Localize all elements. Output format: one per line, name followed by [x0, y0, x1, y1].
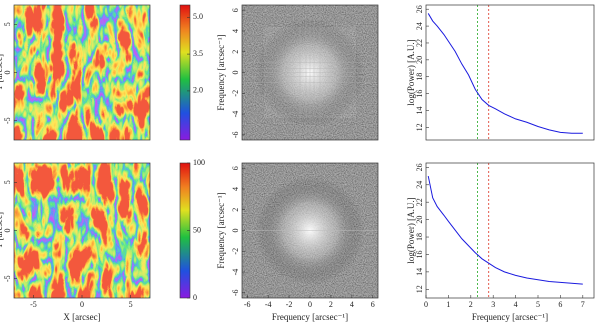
x-tick-label: 5 — [129, 300, 133, 309]
colorbar-tick-label: 2.0 — [193, 86, 203, 95]
y-tick-label: 0 — [3, 71, 12, 75]
panel: 12 14 16 18 20 22 24 26 log(Power) [A.U.] — [406, 4, 595, 141]
x-tick-label: -5 — [30, 300, 37, 309]
y-tick-label: 0 — [3, 229, 12, 233]
y-tick-label: 5 — [3, 22, 12, 26]
y-tick-label: -4 — [231, 269, 240, 276]
y-tick-label: 20 — [415, 216, 424, 224]
x-tick-label: -6 — [244, 300, 251, 309]
y-tick-label: 16 — [415, 90, 424, 98]
y-tick-label: 22 — [415, 198, 424, 206]
colorbar-label: Frequency [arcsec⁻¹] — [216, 192, 226, 268]
y-tick-label: 24 — [415, 181, 424, 189]
x-tick-label: 7 — [581, 300, 585, 309]
y-axis-label: log(Power) [A.U.] — [406, 197, 416, 263]
x-tick-label: 3 — [491, 300, 495, 309]
panel: -6 -4 -2 0 2 4 6 — [231, 4, 379, 141]
colorbar-tick-label: 0 — [193, 293, 197, 302]
y-tick-label: 5 — [3, 180, 12, 184]
y-tick-label: 14 — [415, 106, 424, 114]
colorbar-tick-label: 50 — [193, 225, 201, 234]
panel: 2.0 3.5 5.0 Frequency [arcsec⁻¹] -5 0 5 Y [arcs… — [0, 4, 226, 141]
x-tick-label: 0 — [80, 300, 84, 309]
x-tick-label: 5 — [536, 300, 540, 309]
x-tick-label: -4 — [265, 300, 272, 309]
colorbar — [179, 4, 191, 141]
x-axis-label: X [arcsec] — [63, 312, 100, 322]
y-tick-label: -5 — [3, 275, 12, 282]
y-tick-label: 6 — [231, 8, 240, 12]
y-tick-label: 18 — [415, 73, 424, 81]
colorbar-label: Frequency [arcsec⁻¹] — [216, 34, 226, 110]
y-tick-label: -6 — [231, 131, 240, 138]
y-tick-label: 26 — [415, 163, 424, 171]
x-axis-label: Frequency [arcsec⁻¹] — [472, 312, 548, 322]
x-tick-label: 4 — [350, 300, 354, 309]
y-axis-label: Y [arcsec] — [0, 212, 4, 249]
colorbar-tick-label: 5.0 — [193, 12, 203, 21]
y-tick-label: -6 — [231, 289, 240, 296]
colorbar-tick-label: 3.5 — [193, 49, 203, 58]
y-tick-label: 4 — [231, 187, 240, 191]
y-tick-label: 2 — [231, 50, 240, 54]
y-tick-label: 14 — [415, 268, 424, 276]
y-tick-label: 18 — [415, 233, 424, 241]
y-tick-label: 22 — [415, 39, 424, 47]
x-tick-label: 4 — [514, 300, 518, 309]
x-tick-label: 0 — [308, 300, 312, 309]
y-tick-label: -2 — [231, 90, 240, 97]
y-tick-label: 2 — [231, 208, 240, 212]
spectrum-glow — [242, 5, 378, 140]
y-tick-label: -5 — [3, 117, 12, 124]
y-tick-label: 12 — [415, 285, 424, 293]
x-tick-label: -2 — [286, 300, 293, 309]
panel: -6 -4 -2 0 2 4 6 -6 -4 -2 0 2 4 6 Frequency [arcsec⁻¹] — [231, 162, 379, 322]
power-curve — [427, 175, 583, 285]
y-tick-label: 6 — [231, 166, 240, 170]
power-curve — [427, 13, 583, 134]
x-tick-label: 1 — [446, 300, 450, 309]
y-tick-label: 0 — [231, 229, 240, 233]
y-tick-label: 16 — [415, 250, 424, 258]
x-tick-label: 2 — [469, 300, 473, 309]
heatmap-image — [14, 5, 150, 140]
x-axis-label: Frequency [arcsec⁻¹] — [272, 312, 348, 322]
y-tick-label: 0 — [231, 71, 240, 75]
y-tick-label: 26 — [415, 5, 424, 13]
y-tick-label: 4 — [231, 29, 240, 33]
axes-frame — [425, 4, 595, 141]
x-tick-label: 2 — [329, 300, 333, 309]
x-tick-label: 6 — [558, 300, 562, 309]
y-tick-label: -4 — [231, 111, 240, 118]
heatmap-image — [14, 163, 150, 298]
x-tick-label: 0 — [424, 300, 428, 309]
x-tick-label: 6 — [371, 300, 375, 309]
y-tick-label: 24 — [415, 22, 424, 30]
y-axis-label: log(Power) [A.U.] — [406, 39, 416, 105]
panel: 0 50 100 Frequency [arcsec⁻¹] -5 0 5 -5 0 5 Y [arc… — [0, 158, 226, 322]
spectrum-box — [264, 27, 356, 118]
y-tick-label: -2 — [231, 248, 240, 255]
y-tick-label: 12 — [415, 123, 424, 131]
y-axis-label: Y [arcsec] — [0, 54, 4, 91]
axes-frame — [425, 162, 595, 299]
y-tick-label: 20 — [415, 56, 424, 64]
colorbar-tick-label: 100 — [193, 158, 205, 167]
